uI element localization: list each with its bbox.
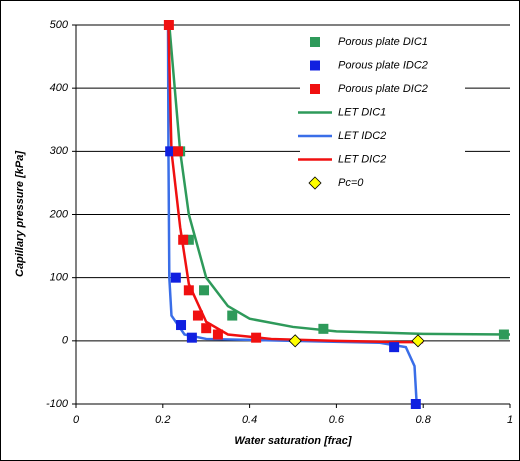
x-tick-label: 0.2 [155,414,170,426]
marker [318,323,329,334]
marker [199,285,210,296]
marker [212,329,223,340]
marker [176,320,187,331]
y-tick-label: 300 [50,145,69,157]
y-tick-label: 100 [50,272,69,284]
marker [183,285,194,296]
x-tick-label: 0 [73,414,80,426]
x-axis-label: Water saturation [frac] [234,435,351,447]
legend-label: Pc=0 [338,177,364,189]
marker [186,332,197,343]
x-tick-label: 0.6 [329,414,345,426]
y-tick-label: -100 [46,398,69,410]
marker [389,342,400,353]
legend-swatch [310,37,320,47]
legend-swatch [308,176,322,190]
legend-label: Porous plate DIC2 [338,83,428,95]
marker [251,332,262,343]
marker [172,146,183,157]
line [167,24,424,344]
legend-swatch [310,60,320,71]
marker [411,334,425,348]
marker [201,323,212,334]
marker [410,399,421,409]
y-tick-label: 200 [49,208,69,220]
y-tick-label: 500 [50,19,69,31]
marker [183,234,194,245]
x-tick-label: 0.4 [242,414,257,426]
x-tick-label: 0.8 [416,414,432,426]
legend-swatch [310,84,320,94]
y-axis-label: Capillary pressure [kPa] [14,151,26,277]
marker [163,20,174,30]
legend-label: LET IDC2 [338,130,386,142]
line [168,24,511,336]
y-tick-label: 0 [62,335,69,347]
legend-label: LET DIC1 [338,106,386,118]
marker [288,334,302,348]
marker [178,234,189,245]
legend-label: Porous plate DIC1 [338,36,428,48]
y-tick-label: 400 [50,82,69,94]
marker [192,310,203,321]
x-tick-label: 1 [507,414,513,426]
marker [170,272,181,283]
marker [498,329,509,340]
line [166,24,418,405]
marker [165,146,176,157]
marker [227,310,238,321]
legend-label: LET DIC2 [338,153,386,165]
legend-label: Porous plate IDC2 [338,59,428,71]
